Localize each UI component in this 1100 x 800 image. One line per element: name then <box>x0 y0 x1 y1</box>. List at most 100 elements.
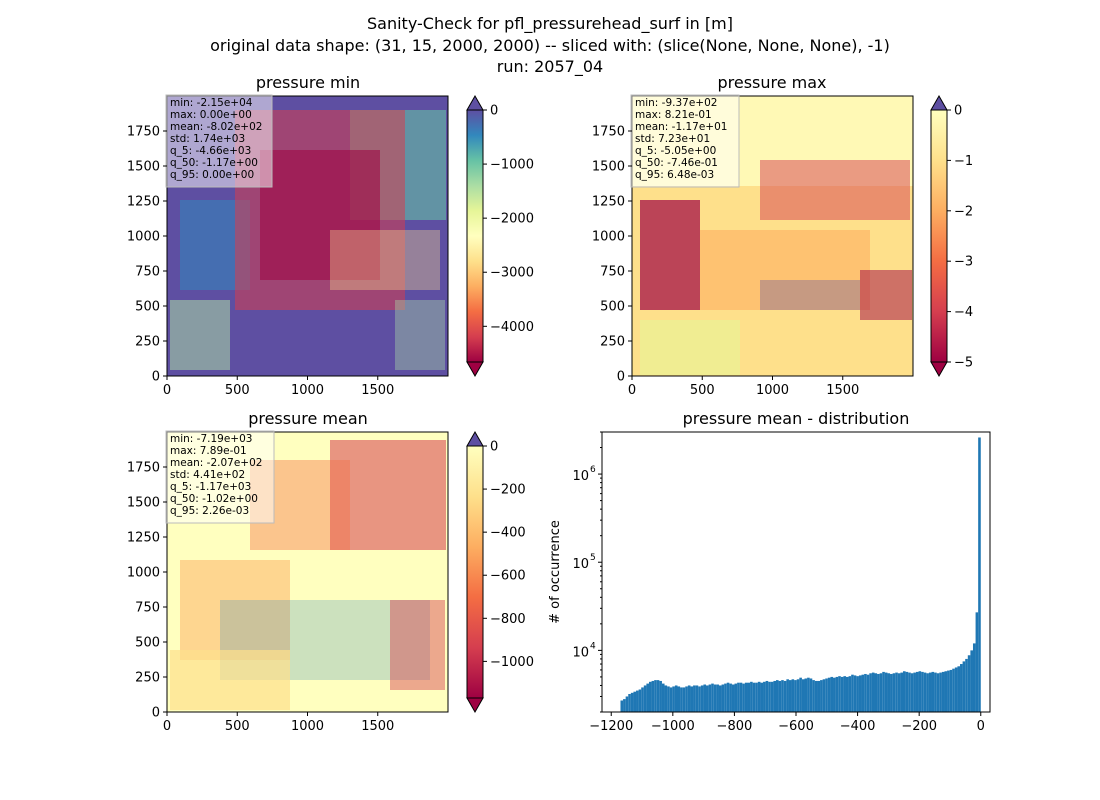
histogram-bar <box>625 696 629 712</box>
stats-box: min: -2.15e+04 max: 0.00e+00 mean: -8.02… <box>165 94 273 188</box>
x-tick-label: 500 <box>690 383 715 398</box>
histogram-bar <box>661 683 665 712</box>
x-axis: 0 500 1000 1500 <box>163 376 394 398</box>
histogram-bar <box>641 687 644 712</box>
histogram-bar <box>944 671 948 712</box>
histogram-bar <box>755 682 758 712</box>
histogram-bar <box>856 676 859 712</box>
histogram-bar <box>636 690 639 712</box>
colorbar-gradient <box>466 445 484 699</box>
y-tick-exponent: 5 <box>590 553 596 563</box>
colorbar-gradient <box>930 109 948 363</box>
stat-q50: q_50: -1.17e+00 <box>170 157 258 169</box>
x-tick-label: 0 <box>628 383 636 398</box>
x-tick-label: 1500 <box>361 719 394 734</box>
histogram-bar <box>892 673 896 712</box>
x-tick-label: 0 <box>977 719 985 734</box>
x-tick-label: −1200 <box>589 719 633 734</box>
histogram-bar <box>713 684 717 712</box>
stat-max: max: 7.89e-01 <box>170 445 247 457</box>
y-tick-exponent: 6 <box>590 465 596 475</box>
x-tick-label: 1500 <box>826 383 859 398</box>
histogram-bar <box>794 680 797 712</box>
histogram-bar <box>620 700 624 712</box>
histogram-bar <box>962 661 966 712</box>
colorbar-extend-top <box>930 94 948 111</box>
stat-q5: q_5: -1.17e+03 <box>170 481 251 493</box>
colorbar-extend-bottom <box>466 697 484 714</box>
histogram-bar <box>724 683 727 712</box>
y-tick-label: 250 <box>135 671 160 686</box>
y-tick-label: 0 <box>152 706 160 721</box>
histogram-bar <box>648 681 652 712</box>
histogram-bar <box>939 672 942 712</box>
histogram-bar <box>910 673 914 712</box>
y-tick-label: 250 <box>600 335 625 350</box>
histogram-bar <box>664 685 668 712</box>
histogram-bar <box>677 686 681 712</box>
histogram-bar <box>941 671 945 712</box>
histogram-bar <box>739 682 743 712</box>
histogram-bar <box>801 679 805 712</box>
colorbar-gradient <box>466 109 484 363</box>
stat-max: max: 0.00e+00 <box>170 109 252 121</box>
histogram-bar <box>861 674 865 712</box>
y-tick-label: 1500 <box>127 496 160 511</box>
figure-title-line-1: Sanity-Check for pfl_pressurehead_surf i… <box>367 14 733 34</box>
histogram-bar <box>840 676 844 712</box>
histogram-bar <box>783 680 787 712</box>
histogram-bar <box>638 689 642 712</box>
stat-q5: q_5: -4.66e+03 <box>170 145 251 157</box>
x-axis: 0 500 1000 1500 <box>628 376 859 398</box>
histogram-bar <box>773 680 776 712</box>
histogram-bars <box>620 437 981 712</box>
y-tick-label: 10 <box>572 645 589 660</box>
histogram-bar <box>742 683 745 712</box>
histogram-bar <box>923 672 927 712</box>
y-tick-label: 1000 <box>592 230 625 245</box>
x-tick-label: 0 <box>163 383 171 398</box>
panel-title: pressure mean <box>248 409 368 428</box>
panel-title: pressure max <box>717 73 826 92</box>
x-tick-label: 1000 <box>756 383 789 398</box>
histogram-bar <box>693 685 696 712</box>
histogram-bar <box>900 672 904 712</box>
stat-min: min: -9.37e+02 <box>635 97 717 109</box>
x-axis: 0 500 1000 1500 <box>163 712 394 734</box>
histogram-bar <box>763 681 766 712</box>
colorbar-tick-label: −2000 <box>490 212 534 227</box>
histogram-bar <box>960 664 963 712</box>
histogram-bar <box>887 673 891 712</box>
stat-q5: q_5: -5.05e+00 <box>635 145 716 157</box>
histogram-bar <box>975 612 979 712</box>
histogram-bar <box>967 655 971 712</box>
histogram-bar <box>845 676 849 712</box>
histogram-bar <box>778 680 782 712</box>
histogram-bar <box>674 685 678 712</box>
stat-q95: q_95: 6.48e-03 <box>635 169 714 181</box>
histogram-bar <box>879 673 883 712</box>
histogram-bar <box>796 679 800 712</box>
y-tick-label: 1750 <box>127 125 160 140</box>
colorbar-tick-label: 0 <box>490 440 498 455</box>
colorbar-ticks: 0 −1000 −2000 −3000 −4000 <box>483 104 534 335</box>
histogram-bar <box>760 682 764 712</box>
colorbar-tick-label: −1 <box>954 154 973 169</box>
histogram-bar <box>744 682 748 712</box>
histogram-bar <box>731 684 735 712</box>
histogram-bar <box>830 676 834 712</box>
y-tick-label: 1000 <box>127 566 160 581</box>
histogram-bar <box>978 437 981 712</box>
histogram-bar <box>848 676 852 712</box>
histogram-bar <box>669 687 673 712</box>
colorbar-tick-label: −5 <box>954 356 973 371</box>
histogram-bar <box>786 679 789 712</box>
histogram-bar <box>752 682 756 712</box>
colorbar-tick-label: −3 <box>954 255 973 270</box>
colorbar-extend-top <box>466 430 484 447</box>
histogram-bar <box>698 686 701 712</box>
stats-box: min: -7.19e+03 max: 7.89e-01 mean: -2.07… <box>165 430 275 524</box>
histogram-bar <box>734 683 738 712</box>
y-tick-label: 0 <box>152 370 160 385</box>
